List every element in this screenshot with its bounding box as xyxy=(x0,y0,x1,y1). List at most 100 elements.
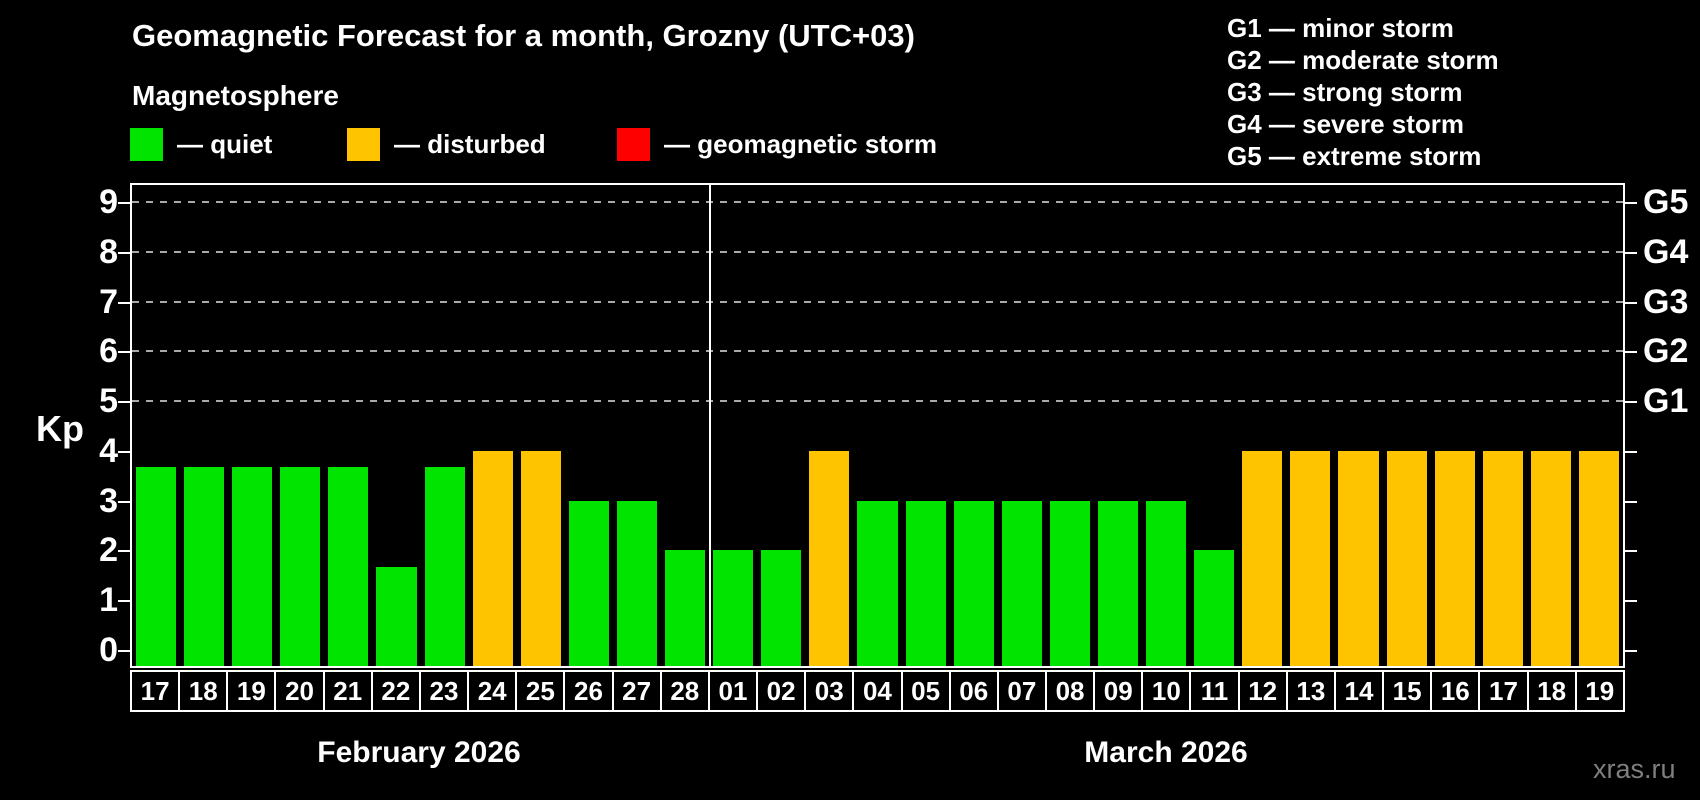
kp-bar-february-25 xyxy=(520,450,561,666)
legend-item-quiet: — quiet xyxy=(130,128,272,161)
ytick-label-5: 5 xyxy=(99,382,118,421)
right-tick-kp-4 xyxy=(1625,450,1637,453)
day-cell-march-07: 07 xyxy=(998,672,1047,710)
g5-legend-line: G5 — extreme storm xyxy=(1227,141,1482,171)
legend-item-disturbed: — disturbed xyxy=(347,128,546,161)
ytick-label-1: 1 xyxy=(99,581,118,620)
day-cell-march-19: 19 xyxy=(1576,672,1623,710)
day-cell-march-02: 02 xyxy=(758,672,807,710)
magnetosphere-subtitle: Magnetosphere xyxy=(132,80,339,111)
day-cell-march-15: 15 xyxy=(1384,672,1433,710)
day-cell-march-11: 11 xyxy=(1191,672,1240,710)
watermark: xras.ru xyxy=(1593,754,1676,784)
day-cell-march-03: 03 xyxy=(806,672,855,710)
day-cell-march-08: 08 xyxy=(1046,672,1096,710)
day-cell-february-20: 20 xyxy=(276,672,325,710)
kp-bar-march-12 xyxy=(1242,450,1283,666)
kp-bar-march-06 xyxy=(953,500,994,666)
g3-legend-line: G3 — strong storm xyxy=(1227,77,1463,107)
g-axis-label-g3: G3 xyxy=(1643,282,1689,321)
month-label-march: March 2026 xyxy=(1084,736,1248,769)
kp-bar-february-17 xyxy=(136,467,177,666)
left-tick-kp-0 xyxy=(118,650,130,652)
legend-label-quiet: — quiet xyxy=(177,129,273,159)
day-cell-march-09: 09 xyxy=(1095,672,1144,710)
day-cell-march-06: 06 xyxy=(950,672,999,710)
day-cell-march-04: 04 xyxy=(854,672,903,710)
g-axis-label-g5: G5 xyxy=(1643,182,1689,221)
gridline-kp-6 xyxy=(132,350,1623,353)
right-tick-kp-1 xyxy=(1625,600,1637,603)
day-axis-row: 17 18 19 20 21 22 23 24 25 26 27 28 01 02 03 04 05 06 07 08… xyxy=(130,670,1625,712)
legend-label-disturbed: — disturbed xyxy=(394,129,546,159)
right-tick-kp-7 xyxy=(1625,301,1637,304)
kp-bar-march-03 xyxy=(809,450,850,666)
disturbed-swatch-icon xyxy=(347,128,380,161)
gridline-kp-7 xyxy=(132,300,1623,303)
day-cell-march-14: 14 xyxy=(1335,672,1385,710)
kp-bar-march-04 xyxy=(857,500,898,666)
g-axis-label-g4: G4 xyxy=(1643,232,1689,271)
left-tick-kp-9 xyxy=(118,201,130,204)
right-tick-kp-0 xyxy=(1625,650,1637,652)
kp-bar-february-27 xyxy=(616,500,658,666)
g-scale-legend: G1 — minor storm G2 — moderate storm G3 … xyxy=(1227,12,1499,172)
day-cell-march-12: 12 xyxy=(1239,672,1288,710)
right-tick-kp-8 xyxy=(1625,251,1637,254)
day-cell-march-17: 17 xyxy=(1480,672,1529,710)
day-cell-february-21: 21 xyxy=(324,672,373,710)
kp-bar-march-01 xyxy=(713,550,754,666)
ytick-label-8: 8 xyxy=(99,232,118,271)
left-tick-kp-1 xyxy=(118,600,130,603)
kp-bar-february-18 xyxy=(184,467,225,666)
day-cell-february-26: 26 xyxy=(565,672,614,710)
month-divider-line xyxy=(709,185,712,666)
kp-bar-march-05 xyxy=(905,500,946,666)
kp-bar-march-18 xyxy=(1530,450,1571,666)
ytick-label-7: 7 xyxy=(99,282,118,321)
ytick-label-3: 3 xyxy=(99,481,118,520)
left-tick-kp-3 xyxy=(118,500,130,503)
ytick-label-0: 0 xyxy=(99,631,118,669)
g2-legend-line: G2 — moderate storm xyxy=(1227,45,1499,75)
kp-bar-february-23 xyxy=(424,467,465,666)
kp-bar-march-07 xyxy=(1001,500,1042,666)
day-cell-february-25: 25 xyxy=(517,672,566,710)
kp-bar-march-11 xyxy=(1194,550,1235,666)
right-tick-kp-2 xyxy=(1625,550,1637,553)
kp-bar-february-20 xyxy=(280,467,321,666)
ytick-label-6: 6 xyxy=(99,332,118,371)
gridline-kp-9 xyxy=(132,200,1623,203)
left-tick-kp-4 xyxy=(118,450,130,453)
day-cell-march-16: 16 xyxy=(1432,672,1481,710)
left-tick-kp-8 xyxy=(118,251,130,254)
day-cell-february-18: 18 xyxy=(180,672,229,710)
day-cell-march-13: 13 xyxy=(1287,672,1336,710)
g1-legend-line: G1 — minor storm xyxy=(1227,13,1454,43)
kp-bar-march-13 xyxy=(1290,450,1331,666)
left-tick-kp-6 xyxy=(118,351,130,354)
kp-bar-february-28 xyxy=(665,550,706,666)
right-tick-kp-3 xyxy=(1625,500,1637,503)
kp-bar-march-10 xyxy=(1146,500,1187,666)
right-tick-kp-9 xyxy=(1625,201,1637,204)
day-cell-march-10: 10 xyxy=(1143,672,1192,710)
kp-bar-february-26 xyxy=(568,500,609,666)
day-cell-february-17: 17 xyxy=(132,672,181,710)
gridline-kp-8 xyxy=(132,250,1623,253)
day-cell-march-18: 18 xyxy=(1528,672,1577,710)
kp-bar-chart-plot xyxy=(118,183,1637,668)
day-cell-march-05: 05 xyxy=(902,672,951,710)
kp-bar-march-15 xyxy=(1386,450,1427,666)
legend-label-storm: — geomagnetic storm xyxy=(664,129,938,159)
quiet-swatch-icon xyxy=(130,128,163,161)
ytick-label-2: 2 xyxy=(99,531,118,570)
legend-item-storm: — geomagnetic storm xyxy=(617,128,937,161)
kp-bar-march-02 xyxy=(761,550,802,666)
left-tick-kp-5 xyxy=(118,401,130,404)
day-cell-february-22: 22 xyxy=(372,672,421,710)
storm-swatch-icon xyxy=(617,128,650,161)
kp-bar-march-09 xyxy=(1097,500,1139,666)
kp-bar-march-14 xyxy=(1338,450,1379,666)
right-tick-kp-5 xyxy=(1625,401,1637,404)
